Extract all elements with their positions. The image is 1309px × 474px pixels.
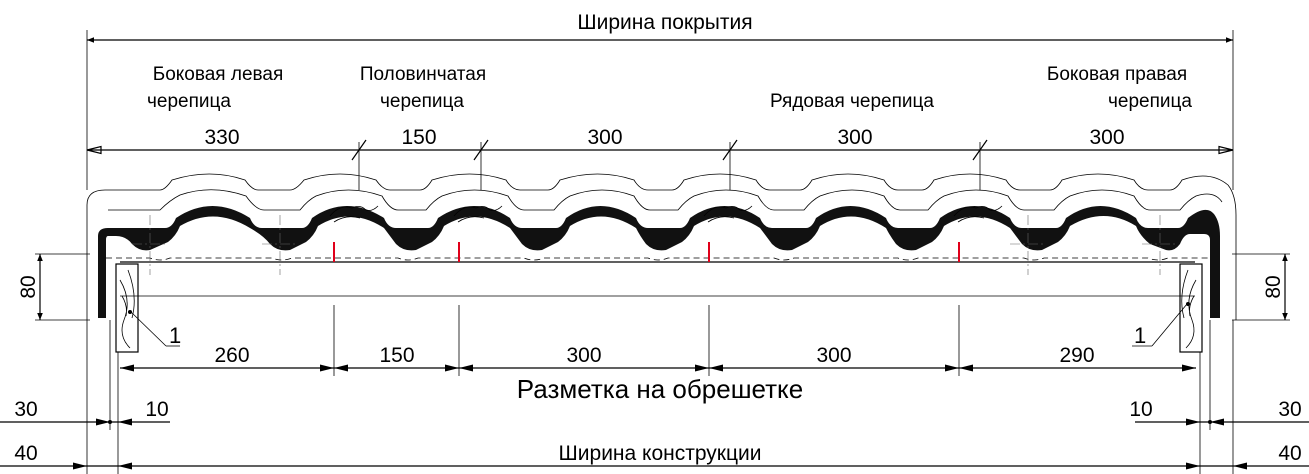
bottom-dimension-4: 300 — [816, 344, 851, 367]
left-edge-tile-label-line1: Боковая левая — [153, 64, 284, 85]
left-height-dimension — [35, 253, 90, 321]
top-dimension-5: 300 — [1089, 126, 1124, 149]
left-batten-leader — [130, 311, 167, 347]
right-inner-offset: 10 — [1129, 398, 1152, 421]
row-tile-label: Рядовая черепица — [770, 91, 934, 112]
top-dimension-4: 300 — [837, 126, 872, 149]
red-joint-markers — [333, 242, 960, 262]
left-batten — [115, 263, 139, 353]
left-outer-offset: 30 — [14, 398, 37, 421]
offset-30-10-row — [0, 418, 1309, 426]
right-batten-leader — [1151, 303, 1188, 347]
offset-extension-lines — [86, 320, 1234, 474]
left-edge-tile-label-line2: черепица — [147, 91, 231, 112]
bottom-dimension-5: 290 — [1059, 344, 1094, 367]
right-outer-offset: 30 — [1278, 398, 1301, 421]
right-edge-tile-label-line1: Боковая правая — [1047, 64, 1187, 85]
tile-cross-section — [86, 173, 1237, 320]
top-dimension-chain — [86, 139, 1234, 190]
bottom-dimension-chain — [120, 305, 1196, 376]
right-batten — [1179, 263, 1203, 353]
top-dimension-2: 150 — [401, 126, 436, 149]
left-inner-offset: 10 — [145, 398, 168, 421]
bottom-dimension-1: 260 — [214, 344, 249, 367]
right-edge-tile-label-line2: черепица — [1108, 91, 1192, 112]
construction-width-label: Ширина конструкции — [559, 442, 762, 465]
left-total-offset: 40 — [14, 442, 37, 465]
bottom-dimension-3: 300 — [566, 344, 601, 367]
left-batten-number: 1 — [169, 323, 181, 348]
right-height-dimension — [1232, 253, 1290, 321]
half-tile-label-line2: черепица — [380, 91, 464, 112]
top-dimension-3: 300 — [587, 126, 622, 149]
top-dimension-1: 330 — [204, 126, 239, 149]
construction-width-row — [0, 462, 1309, 470]
half-tile-label-line1: Половинчатая — [360, 64, 486, 85]
bottom-dimension-2: 150 — [379, 344, 414, 367]
left-height-value: 80 — [17, 275, 40, 298]
right-height-value: 80 — [1262, 275, 1285, 298]
right-batten-number: 1 — [1134, 323, 1146, 348]
coverage-width-title: Ширина покрытия — [577, 11, 752, 34]
batten-marking-label: Разметка на обрешетке — [517, 374, 803, 404]
right-total-offset: 40 — [1278, 442, 1301, 465]
